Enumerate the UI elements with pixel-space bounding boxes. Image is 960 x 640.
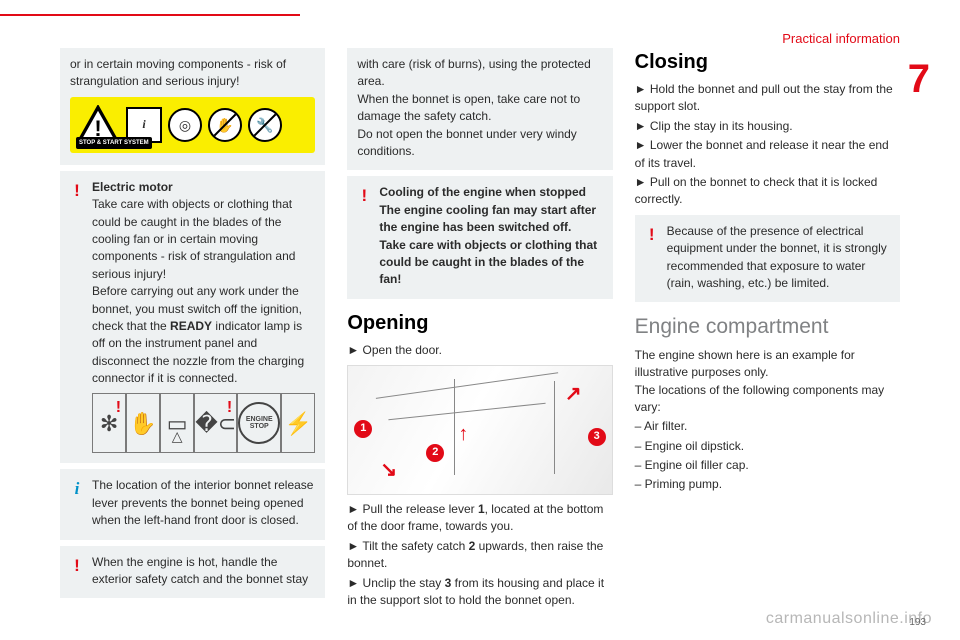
pulley-icon: ◎ — [168, 108, 202, 142]
warning-icon: ! — [68, 179, 86, 204]
arrow-1-icon: ↘ — [380, 456, 397, 485]
cont-p2: When the bonnet is open, take care not t… — [357, 91, 602, 126]
closing-heading: Closing — [635, 48, 900, 77]
electric-hazard-icons: ✻! ✋ ▭△ �⊂! ENGINE STOP ⚡ — [92, 393, 315, 453]
engine-stop-icon: ENGINE STOP — [237, 393, 281, 453]
bang-icon: ! — [116, 396, 121, 419]
cooling-l1: The engine cooling fan may start after t… — [379, 203, 596, 234]
closing-step-1: Hold the bonnet and pull out the stay fr… — [635, 81, 900, 116]
component-priming-pump: Priming pump. — [635, 476, 900, 493]
opening-step-4: Unclip the stay 3 from its housing and p… — [347, 575, 612, 610]
engine-compartment-p1: The engine shown here is an example for … — [635, 347, 900, 382]
section-title: Practical information — [782, 30, 900, 49]
column-3: Closing Hold the bonnet and pull out the… — [635, 48, 900, 611]
electrical-warning-text: Because of the presence of electrical eq… — [667, 224, 887, 290]
stop-start-label-illustration: ! i ◎ ✋ 🔧 STOP & START SYSTEM — [70, 97, 315, 153]
opening-step-2: Pull the release lever 1, located at the… — [347, 501, 612, 536]
cooling-title: Cooling of the engine when stopped — [379, 185, 586, 199]
ready-indicator: READY — [170, 319, 212, 333]
closing-step-2: Clip the stay in its housing. — [635, 118, 900, 135]
warning-box-continued: or in certain moving components - risk o… — [60, 48, 325, 165]
step4-a: Unclip the stay — [363, 576, 445, 590]
hot-engine-continued-box: with care (risk of burns), using the pro… — [347, 48, 612, 170]
cont-p3: Do not open the bonnet under very windy … — [357, 126, 602, 161]
bonnet-opening-illustration: 1 2 3 ↘ ↑ ↗ — [347, 365, 612, 495]
warning-icon: ! — [643, 223, 661, 248]
no-charge-icon: ⚡ — [281, 393, 315, 453]
component-air-filter: Air filter. — [635, 418, 900, 435]
info-bonnet-lever-box: i The location of the interior bonnet re… — [60, 469, 325, 539]
fan-icon: ✻! — [92, 393, 126, 453]
warning-text: or in certain moving components - risk o… — [70, 56, 315, 91]
page-number: 193 — [909, 616, 926, 631]
bang-icon: ! — [227, 396, 232, 419]
info-text: The location of the interior bonnet rele… — [92, 478, 313, 527]
electric-motor-warning-box: ! Electric motor Take care with objects … — [60, 171, 325, 464]
step2-a: Pull the release lever — [363, 502, 478, 516]
callout-1: 1 — [354, 420, 372, 438]
warning-icon: ! — [355, 184, 373, 209]
closing-step-3: Lower the bonnet and release it near the… — [635, 137, 900, 172]
column-2: with care (risk of burns), using the pro… — [347, 48, 612, 611]
engine-stop-bottom: STOP — [250, 423, 269, 430]
component-oil-dipstick: Engine oil dipstick. — [635, 438, 900, 455]
electric-motor-p1: Take care with objects or clothing that … — [92, 197, 295, 281]
cooling-warning-box: ! Cooling of the engine when stopped The… — [347, 176, 612, 298]
ref-1: 1 — [478, 502, 485, 516]
arrow-2-icon: ↑ — [458, 420, 468, 449]
warning-icon: ! — [68, 554, 86, 579]
column-1: or in certain moving components - risk o… — [60, 48, 325, 611]
hot-engine-warning-box: ! When the engine is hot, handle the ext… — [60, 546, 325, 599]
step3-a: Tilt the safety catch — [362, 539, 468, 553]
electrical-water-warning-box: ! Because of the presence of electrical … — [635, 215, 900, 303]
watermark: carmanualsonline.info — [766, 607, 932, 630]
engine-compartment-heading: Engine compartment — [635, 312, 900, 342]
callout-2: 2 — [426, 444, 444, 462]
cont-p1: with care (risk of burns), using the pro… — [357, 56, 602, 91]
closing-step-4: Pull on the bonnet to check that it is l… — [635, 174, 900, 209]
read-triangle-icon: ▭△ — [160, 393, 194, 453]
no-hand-icon: ✋ — [208, 108, 242, 142]
opening-step-3: Tilt the safety catch 2 upwards, then ra… — [347, 538, 612, 573]
cooling-l2: Take care with objects or clothing that … — [379, 238, 597, 287]
callout-3: 3 — [588, 428, 606, 446]
content-columns: or in certain moving components - risk o… — [60, 48, 900, 611]
arrow-3-icon: ↗ — [565, 380, 582, 409]
component-oil-filler: Engine oil filler cap. — [635, 457, 900, 474]
engine-stop-top: ENGINE — [246, 416, 273, 423]
top-red-rule — [0, 14, 300, 16]
hot-engine-text: When the engine is hot, handle the exter… — [92, 555, 308, 586]
open-bonnet-icon: �⊂! — [194, 393, 237, 453]
electric-motor-title: Electric motor — [92, 180, 173, 194]
opening-heading: Opening — [347, 309, 612, 338]
no-hand-tie-icon: ✋ — [126, 393, 160, 453]
chapter-number: 7 — [908, 50, 930, 108]
no-tool-icon: 🔧 — [248, 108, 282, 142]
engine-compartment-p2: The locations of the following component… — [635, 382, 900, 417]
info-icon: i — [68, 477, 86, 502]
stop-start-label: STOP & START SYSTEM — [76, 137, 152, 149]
opening-step-1: Open the door. — [347, 342, 612, 359]
